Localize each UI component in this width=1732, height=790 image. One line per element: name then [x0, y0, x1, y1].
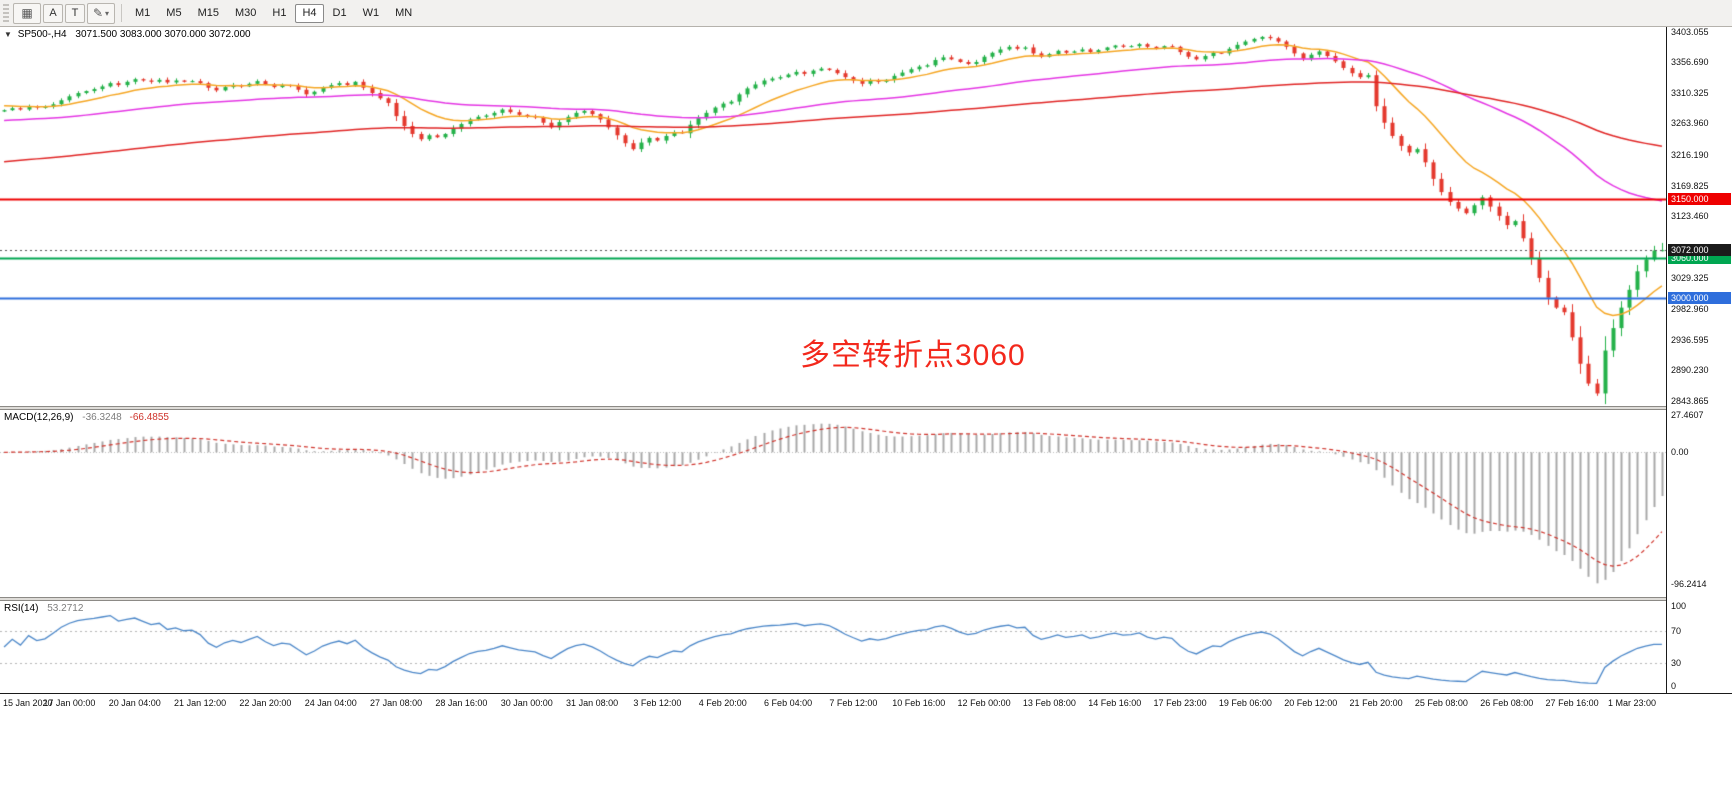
price-tick-label: 2936.595 — [1671, 334, 1709, 345]
charts-grid-icon[interactable]: ▦ — [13, 2, 41, 24]
rsi-scale-label: 70 — [1671, 625, 1682, 636]
rsi-scale-label: 30 — [1671, 658, 1682, 669]
macd-header: MACD(12,26,9) -36.3248 -66.4855 — [4, 412, 169, 423]
draw-tool-dropdown-button[interactable]: ✎ ▾ — [87, 2, 115, 24]
time-label: 15 Jan 2020 — [3, 698, 53, 708]
time-label: 14 Feb 16:00 — [1088, 698, 1142, 708]
timeframe-m30-button[interactable]: M30 — [228, 4, 263, 23]
timeframe-mn-button[interactable]: MN — [388, 4, 419, 23]
price-tick-label: 3169.825 — [1671, 180, 1709, 191]
price-tick-label: 3216.190 — [1671, 149, 1709, 160]
chart-header: ▼ SP500-,H4 3071.500 3083.000 3070.000 3… — [4, 29, 251, 40]
time-label: 27 Jan 08:00 — [370, 698, 423, 708]
time-label: 21 Jan 12:00 — [174, 698, 227, 708]
rsi-canvas[interactable] — [0, 601, 1666, 693]
time-label: 20 Jan 04:00 — [108, 698, 161, 708]
time-label: 7 Feb 12:00 — [829, 698, 878, 708]
time-label: 17 Feb 23:00 — [1153, 698, 1207, 708]
time-label: 13 Feb 08:00 — [1022, 698, 1076, 708]
price-tick-label: 2843.865 — [1671, 395, 1709, 406]
timeframe-m15-button[interactable]: M15 — [191, 4, 226, 23]
rsi-label: RSI(14) — [4, 603, 39, 614]
macd-scale-label: 0.00 — [1671, 447, 1689, 458]
time-label: 27 Feb 16:00 — [1545, 698, 1599, 708]
tool-a-button[interactable]: A — [43, 3, 63, 23]
macd-scale-label: -96.2414 — [1671, 578, 1707, 589]
macd-main-value: -36.3248 — [82, 412, 122, 423]
price-tick-label: 3029.325 — [1671, 273, 1709, 284]
price-tick-label: 3310.325 — [1671, 87, 1709, 98]
price-tick-label: 3123.460 — [1671, 211, 1709, 222]
caret-down-icon: ▾ — [105, 8, 110, 18]
panel-splitter[interactable] — [0, 597, 1732, 601]
time-label: 24 Jan 04:00 — [304, 698, 357, 708]
macd-canvas[interactable] — [0, 410, 1666, 597]
time-label: 28 Jan 16:00 — [435, 698, 488, 708]
rsi-panel: RSI(14) 53.2712 — [0, 601, 1666, 693]
macd-scale-label: 27.4607 — [1671, 409, 1704, 420]
price-line-badge: 3150.000 — [1668, 192, 1731, 205]
price-axis: 3403.055 3356.690 3310.325 3263.960 3216.190… — [1666, 27, 1732, 693]
time-label: 30 Jan 00:00 — [500, 698, 553, 708]
time-label: 17 Jan 00:00 — [43, 698, 96, 708]
toolbar-grip[interactable] — [3, 4, 9, 22]
macd-label: MACD(12,26,9) — [4, 412, 74, 423]
symbol-label: SP500-,H4 — [17, 29, 67, 40]
rsi-value: 53.2712 — [47, 603, 84, 614]
pencil-icon: ✎ — [92, 6, 104, 20]
time-label: 3 Feb 12:00 — [633, 698, 682, 708]
macd-signal-value: -66.4855 — [129, 412, 169, 423]
ohlc-label: 3071.500 3083.000 3070.000 3072.000 — [75, 29, 251, 40]
time-label: 10 Feb 16:00 — [892, 698, 946, 708]
time-label: 31 Jan 08:00 — [566, 698, 619, 708]
tool-t-button[interactable]: T — [65, 3, 85, 23]
annotation-text[interactable]: 多空转折点3060 — [800, 339, 1026, 372]
timeframe-m5-button[interactable]: M5 — [159, 4, 188, 23]
price-chart-panel: ▼ SP500-,H4 3071.500 3083.000 3070.000 3… — [0, 27, 1666, 406]
time-label: 22 Jan 20:00 — [239, 698, 292, 708]
timeframe-group: M1 M5 M15 M30 H1 H4 D1 W1 MN — [127, 3, 420, 23]
price-tick-label: 3403.055 — [1671, 27, 1709, 37]
timeframe-h4-button[interactable]: H4 — [295, 3, 324, 23]
time-label: 6 Feb 04:00 — [764, 698, 813, 708]
toolbar: ▦ A T ✎ ▾ M1 M5 M15 M30 H1 H4 D1 W1 MN — [0, 0, 1732, 27]
time-label: 19 Feb 06:00 — [1218, 698, 1272, 708]
panel-splitter[interactable] — [0, 406, 1732, 410]
price-tick-label: 2982.960 — [1671, 303, 1709, 314]
time-label: 26 Feb 08:00 — [1480, 698, 1534, 708]
macd-panel: MACD(12,26,9) -36.3248 -66.4855 — [0, 410, 1666, 597]
rsi-scale-label: 100 — [1671, 601, 1687, 611]
price-tick-label: 2890.230 — [1671, 365, 1709, 376]
rsi-scale-label: 0 — [1671, 681, 1677, 691]
toolbar-separator — [121, 4, 122, 22]
timeframe-d1-button[interactable]: D1 — [326, 4, 354, 23]
time-label: 4 Feb 20:00 — [698, 698, 747, 708]
price-tick-label: 3356.690 — [1671, 57, 1709, 68]
time-label: 12 Feb 00:00 — [957, 698, 1011, 708]
rsi-header: RSI(14) 53.2712 — [4, 603, 83, 614]
price-line-badge: 3000.000 — [1668, 291, 1731, 304]
collapse-chart-icon[interactable]: ▼ — [4, 30, 12, 39]
time-label: 20 Feb 12:00 — [1284, 698, 1338, 708]
price-chart-canvas[interactable] — [0, 27, 1666, 406]
time-label: 1 Mar 23:00 — [1607, 698, 1657, 708]
current-price-badge: 3072.000 — [1668, 244, 1731, 257]
timeframe-h1-button[interactable]: H1 — [265, 4, 293, 23]
price-tick-label: 3263.960 — [1671, 118, 1709, 129]
time-label: 25 Feb 08:00 — [1414, 698, 1468, 708]
timeframe-m1-button[interactable]: M1 — [128, 4, 157, 23]
time-label: 21 Feb 20:00 — [1349, 698, 1403, 708]
timeframe-w1-button[interactable]: W1 — [356, 4, 387, 23]
time-axis: 15 Jan 2020 17 Jan 00:00 20 Jan 04:00 21 Ja… — [0, 693, 1732, 790]
